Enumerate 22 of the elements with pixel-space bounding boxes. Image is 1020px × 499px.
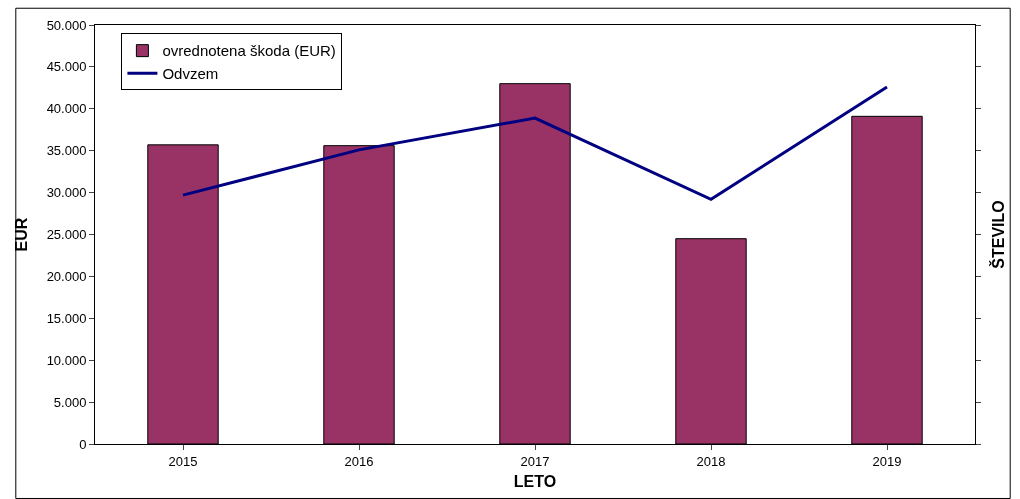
x-axis-title: LETO [513,473,557,491]
y-tick-label: 5.000 [53,394,87,410]
y-tick-label: 45.000 [46,59,87,75]
y-tick-label: 35.000 [46,143,87,159]
y-tick-label: 10.000 [46,352,87,368]
y2-axis-title: ŠTEVILO [989,200,1008,269]
y-tick-label: 30.000 [46,185,87,201]
y-tick-label: 20.000 [46,268,87,284]
line-series [181,85,889,201]
x-tick-label: 2017 [520,453,550,469]
x-tick-label: 2016 [344,453,374,469]
y-axis-title: EUR [12,217,30,252]
legend-label: ovrednotena škoda (EUR) [162,42,336,60]
y-tick-label: 15.000 [46,310,87,326]
y-tick-label: 40.000 [46,101,87,117]
x-tick-label: 2018 [696,453,726,469]
y-tick-label: 25.000 [46,227,87,243]
legend-label: Odvzem [162,64,219,82]
y-tick-label: 0 [79,436,87,452]
y-tick-label: 50.000 [46,17,87,33]
x-tick-label: 2015 [168,453,198,469]
x-tick-label: 2019 [872,453,902,469]
